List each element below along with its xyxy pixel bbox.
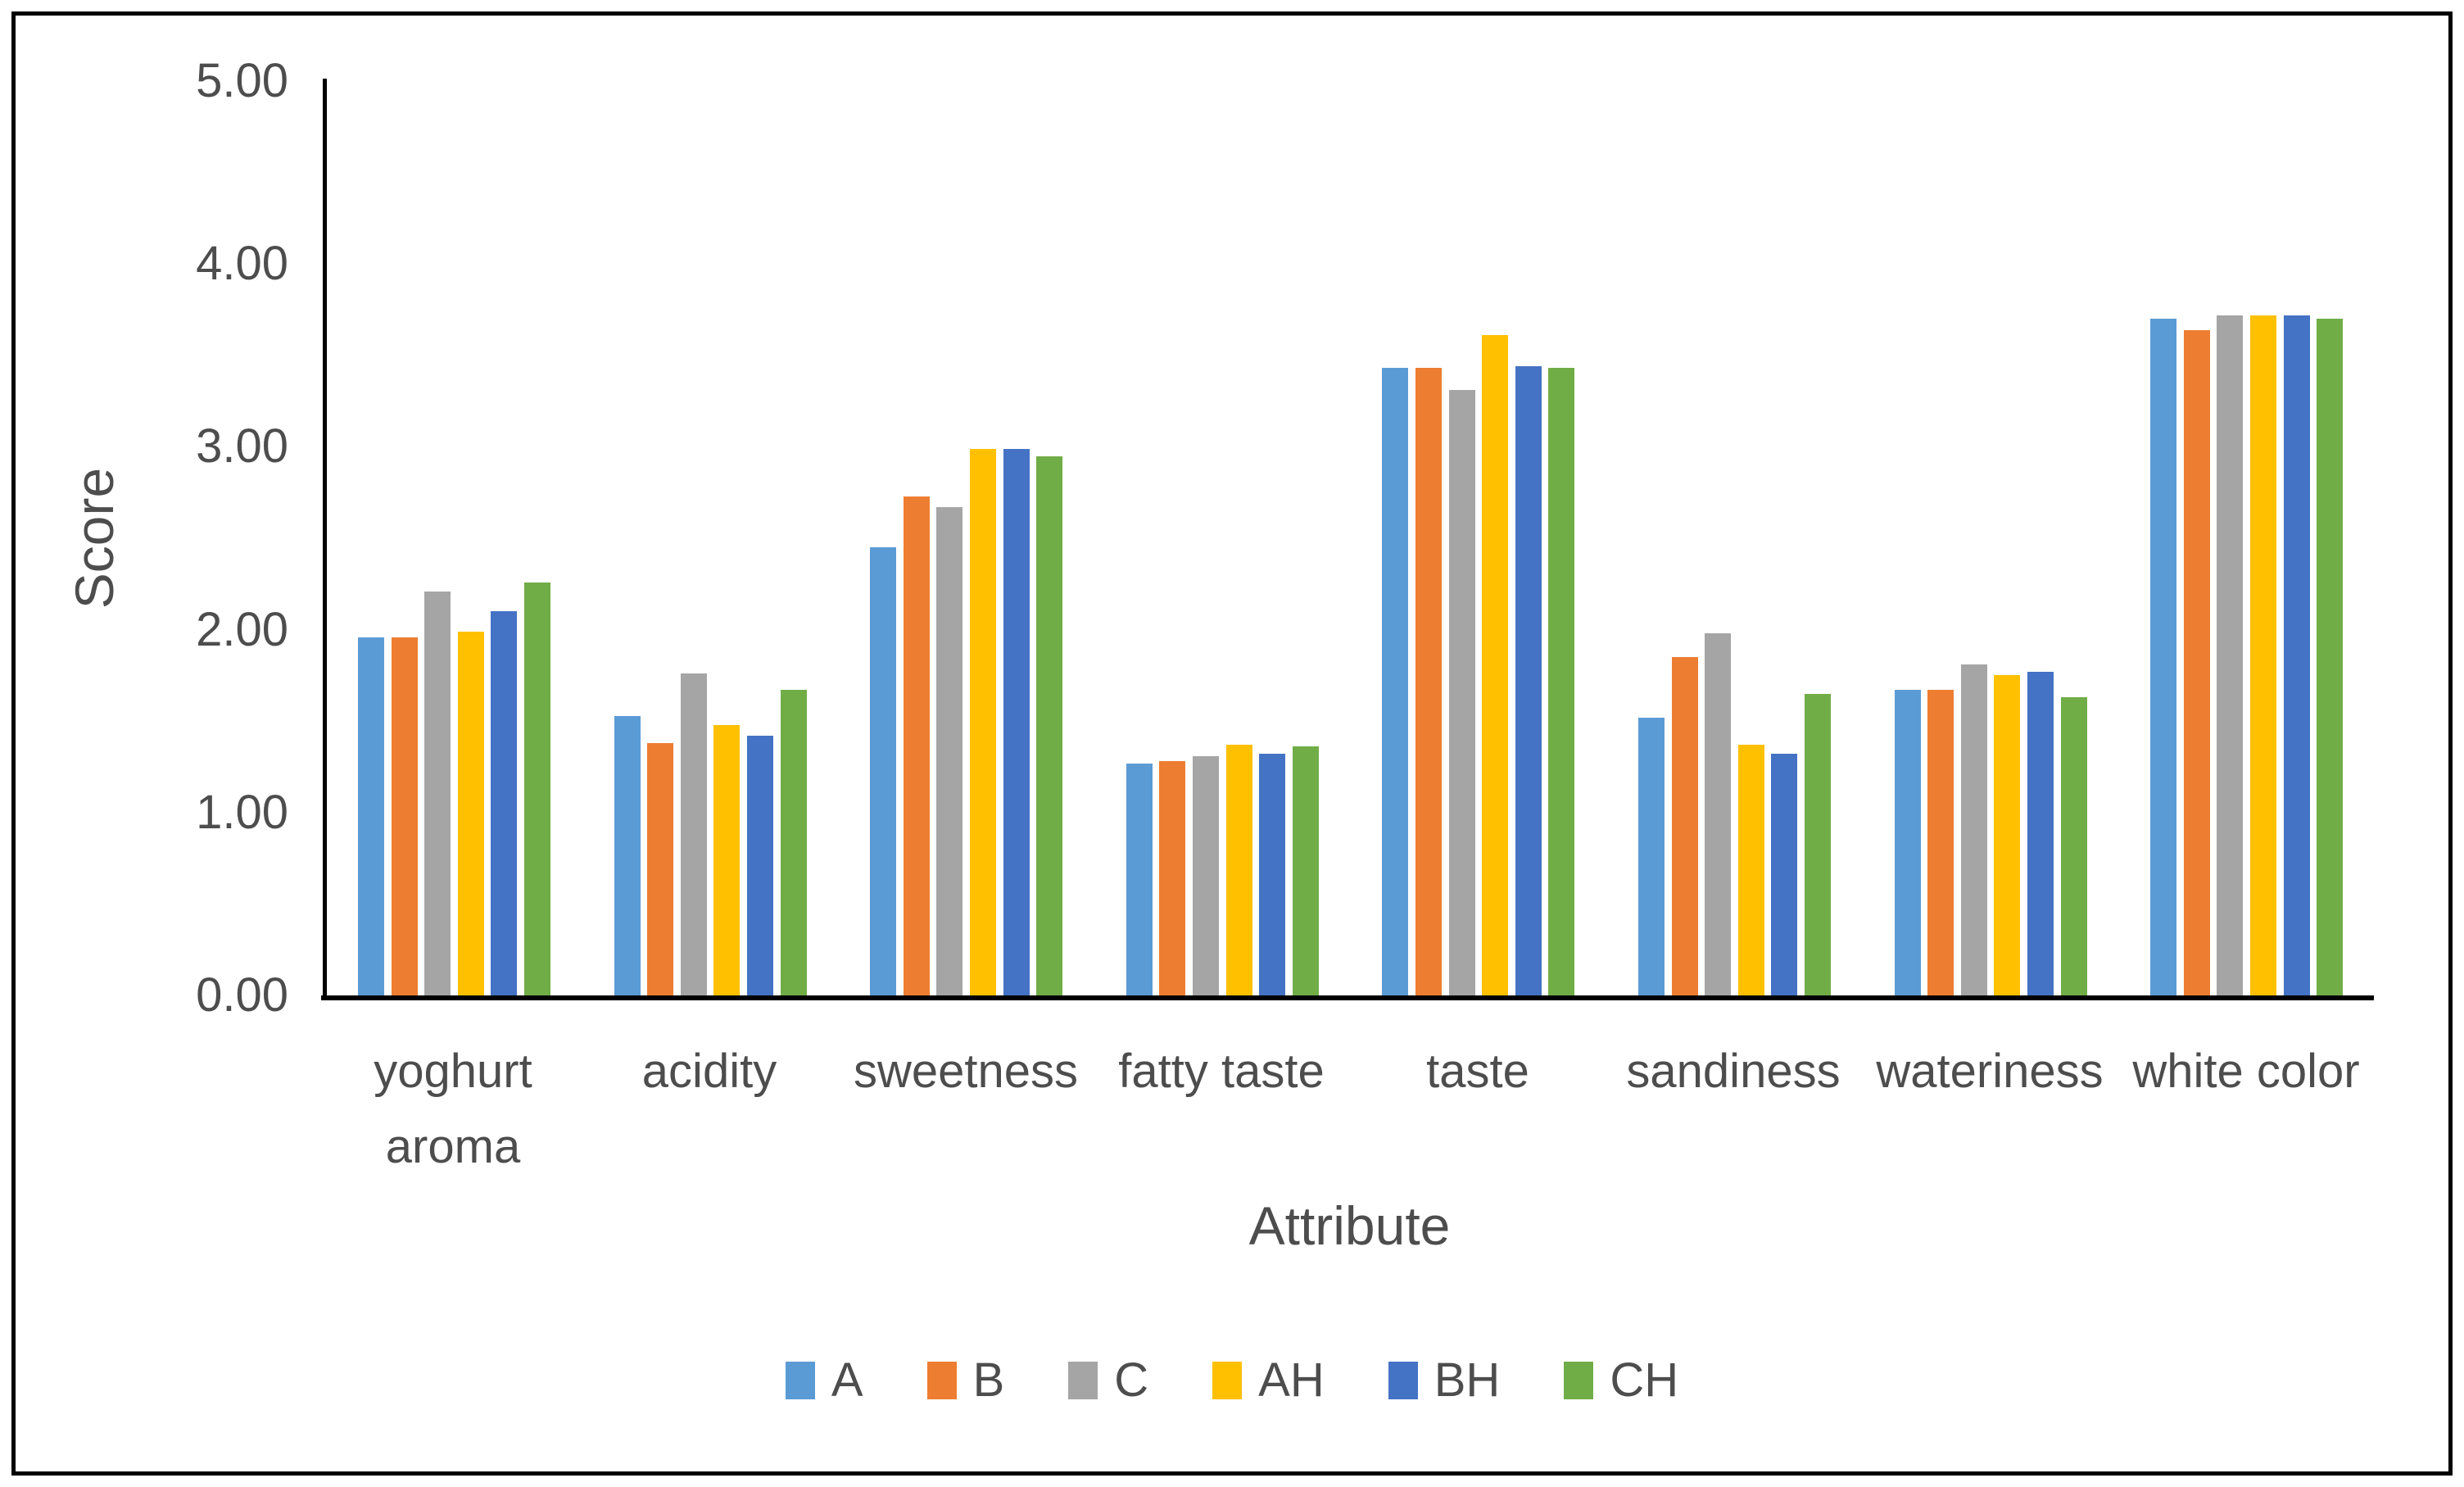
legend-swatch-BH <box>1388 1362 1418 1399</box>
bar-AH-white-color <box>2250 315 2276 995</box>
legend-swatch-A <box>785 1362 815 1399</box>
legend-swatch-CH <box>1564 1362 1594 1399</box>
legend-item-AH: AH <box>1212 1348 1325 1413</box>
bar-C-white-color <box>2217 315 2243 995</box>
bar-A-fatty-taste <box>1126 764 1153 995</box>
category-label-acidity: acidity <box>641 1045 777 1098</box>
y-tick-label: 2.00 <box>196 602 288 656</box>
bar-B-sandiness <box>1672 657 1698 995</box>
legend-item-BH: BH <box>1388 1348 1501 1413</box>
bar-B-sweetness <box>904 496 930 995</box>
bar-CH-yoghurt-aroma <box>524 583 550 995</box>
bar-B-white-color <box>2184 330 2210 995</box>
bar-BH-taste <box>1515 366 1542 995</box>
y-axis-line <box>323 79 327 1000</box>
legend-label-A: A <box>831 1353 863 1407</box>
bar-CH-acidity <box>781 690 807 995</box>
bar-BH-yoghurt-aroma <box>491 611 517 995</box>
bar-AH-yoghurt-aroma <box>458 632 484 995</box>
bar-AH-fatty-taste <box>1226 745 1252 995</box>
bar-C-sweetness <box>936 507 962 995</box>
bar-BH-wateriness <box>2027 672 2054 995</box>
legend-label-BH: BH <box>1434 1353 1501 1407</box>
bar-AH-wateriness <box>1994 675 2020 995</box>
y-tick-label: 3.00 <box>196 419 288 474</box>
category-label-white-color: white color <box>2132 1045 2360 1098</box>
y-axis-title-text: Score <box>64 467 125 610</box>
bar-C-taste <box>1449 390 1475 995</box>
legend-label-AH: AH <box>1258 1353 1325 1407</box>
legend-item-C: C <box>1068 1348 1148 1413</box>
bar-A-yoghurt-aroma <box>358 637 384 995</box>
bar-C-sandiness <box>1705 633 1731 995</box>
bar-C-acidity <box>681 673 707 995</box>
legend-label-CH: CH <box>1610 1353 1679 1407</box>
bar-B-fatty-taste <box>1159 761 1185 995</box>
legend-label-C: C <box>1114 1353 1149 1407</box>
category-label-taste: taste <box>1426 1045 1529 1098</box>
bar-A-taste <box>1382 368 1408 995</box>
bar-A-acidity <box>614 716 641 995</box>
bar-A-wateriness <box>1895 690 1921 995</box>
bar-BH-sweetness <box>1003 449 1030 995</box>
y-tick-label: 1.00 <box>196 785 288 839</box>
legend: A B C AH BH CH <box>0 1348 2464 1413</box>
bar-BH-fatty-taste <box>1259 754 1285 995</box>
bar-AH-sandiness <box>1738 745 1764 995</box>
legend-item-CH: CH <box>1564 1348 1678 1413</box>
category-label-wateriness: wateriness <box>1876 1045 2104 1098</box>
bar-CH-white-color <box>2317 319 2343 995</box>
bar-C-wateriness <box>1961 664 1987 995</box>
bar-BH-acidity <box>747 736 773 995</box>
bar-CH-wateriness <box>2061 697 2087 995</box>
category-label-yoghurt-aroma: yoghurt aroma <box>374 1045 532 1173</box>
category-label-sandiness: sandiness <box>1626 1045 1841 1098</box>
legend-swatch-C <box>1068 1362 1098 1399</box>
bar-CH-sandiness <box>1805 694 1831 995</box>
bar-CH-sweetness <box>1036 456 1062 995</box>
bar-AH-sweetness <box>970 449 996 995</box>
bar-B-taste <box>1415 368 1442 995</box>
bar-AH-acidity <box>713 725 740 995</box>
bar-B-acidity <box>647 743 673 995</box>
y-tick-label: 4.00 <box>196 237 288 291</box>
bar-B-wateriness <box>1927 690 1954 995</box>
bar-B-yoghurt-aroma <box>392 637 418 995</box>
category-label-fatty-taste: fatty taste <box>1118 1045 1325 1098</box>
bar-A-sandiness <box>1638 718 1665 995</box>
bar-CH-fatty-taste <box>1293 746 1319 995</box>
bar-BH-sandiness <box>1771 754 1797 995</box>
bar-C-fatty-taste <box>1193 756 1219 995</box>
category-label-sweetness: sweetness <box>853 1045 1079 1098</box>
bar-A-white-color <box>2150 319 2176 995</box>
legend-swatch-AH <box>1212 1362 1243 1399</box>
legend-swatch-B <box>926 1362 957 1399</box>
legend-item-A: A <box>785 1348 863 1413</box>
legend-item-B: B <box>926 1348 1005 1413</box>
x-axis-title: Attribute <box>1248 1195 1451 1256</box>
legend-label-B: B <box>972 1353 1005 1407</box>
bar-BH-white-color <box>2284 315 2310 995</box>
bar-C-yoghurt-aroma <box>424 592 451 995</box>
bar-A-sweetness <box>870 547 896 995</box>
x-axis-line <box>321 995 2374 1000</box>
bar-AH-taste <box>1482 335 1508 995</box>
bar-CH-taste <box>1548 368 1574 995</box>
y-tick-label: 0.00 <box>196 968 288 1022</box>
y-tick-label: 5.00 <box>196 54 288 107</box>
